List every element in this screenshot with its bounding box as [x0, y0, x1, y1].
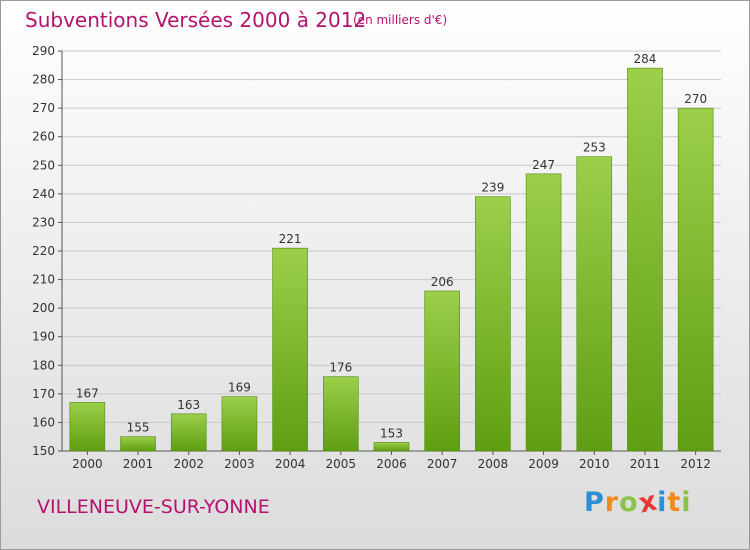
chart-unit: (en milliers d'€) [353, 13, 448, 27]
data-label-2000: 167 [76, 386, 99, 400]
x-tick-label-2009: 2009 [528, 457, 559, 471]
bars [69, 67, 714, 452]
y-tick-label: 280 [32, 73, 55, 87]
y-tick-label: 290 [32, 44, 55, 58]
y-tick-label: 230 [32, 215, 55, 229]
data-label-2011: 284 [634, 52, 657, 66]
y-tick-label: 170 [32, 387, 55, 401]
bar-2001 [120, 436, 156, 452]
data-label-2009: 247 [532, 158, 555, 172]
data-label-2003: 169 [228, 381, 251, 395]
data-labels: 167 155 163 169 221 176 153 206 239 247 253 284 270 [76, 52, 707, 440]
data-label-2010: 253 [583, 141, 606, 155]
x-tick-label-2002: 2002 [173, 457, 204, 471]
y-tick-label: 270 [32, 101, 55, 115]
bar-2000 [69, 402, 106, 452]
y-tick-label: 240 [32, 187, 55, 201]
y-tick-label: 200 [32, 301, 55, 315]
chart-title: Subventions Versées 2000 à 2012 [25, 8, 367, 32]
x-tick-label-2012: 2012 [680, 457, 711, 471]
logo-letter: r [604, 487, 620, 518]
x-tick-label-2005: 2005 [326, 457, 357, 471]
x-tick-label-2004: 2004 [275, 457, 306, 471]
y-tick-label: 220 [32, 244, 55, 258]
data-label-2005: 176 [329, 361, 352, 375]
logo-letter: P [584, 487, 605, 518]
bar-2011 [627, 67, 663, 452]
bar-2010 [576, 156, 613, 452]
y-tick-label: 190 [32, 330, 55, 344]
bar-2006 [373, 442, 410, 452]
logo-letter: o [619, 487, 639, 518]
y-tick-label: 180 [32, 358, 55, 372]
x-tick-label-2003: 2003 [224, 457, 255, 471]
x-tick-labels: 2000 2001 2002 2003 2004 2005 2006 2007 2008 2009… [72, 457, 711, 471]
y-tick-label: 210 [32, 273, 55, 287]
x-tick-label-2008: 2008 [478, 457, 509, 471]
data-label-2006: 153 [380, 426, 403, 440]
bar-2004 [272, 247, 308, 452]
data-label-2007: 206 [431, 275, 454, 289]
x-tick-label-2010: 2010 [579, 457, 610, 471]
bar-2007 [424, 290, 460, 452]
x-tick-label-2006: 2006 [376, 457, 407, 471]
x-tick-label-2000: 2000 [72, 457, 103, 471]
y-tick-label: 150 [32, 444, 55, 458]
data-label-2004: 221 [279, 232, 302, 246]
grid-lines [62, 50, 721, 452]
y-tick-label: 260 [32, 130, 55, 144]
x-tick-label-2001: 2001 [123, 457, 154, 471]
bar-2009 [525, 173, 562, 452]
data-label-2012: 270 [684, 92, 707, 106]
y-tick-label: 250 [32, 158, 55, 172]
axes [58, 50, 721, 455]
bar-2003 [221, 396, 258, 452]
bar-2008 [475, 196, 511, 452]
y-tick-label: 160 [32, 415, 55, 429]
bar-2012 [677, 107, 714, 452]
data-label-2008: 239 [481, 181, 504, 195]
proxiti-logo[interactable]: Proxiti [584, 485, 692, 519]
x-tick-label-2011: 2011 [630, 457, 661, 471]
logo-letter: i [681, 487, 692, 518]
y-tick-labels: 150 160 170 180 190 200 210 220 230 240 250 260 270 2… [32, 44, 55, 458]
logo-letter: i [657, 487, 668, 518]
bar-2005 [323, 376, 359, 452]
x-tick-label-2007: 2007 [427, 457, 458, 471]
data-label-2002: 163 [177, 398, 200, 412]
city-name: VILLENEUVE-SUR-YONNE [37, 496, 270, 518]
data-label-2001: 155 [127, 421, 150, 435]
bar-2002 [170, 413, 207, 452]
logo-letter: t [667, 487, 682, 518]
